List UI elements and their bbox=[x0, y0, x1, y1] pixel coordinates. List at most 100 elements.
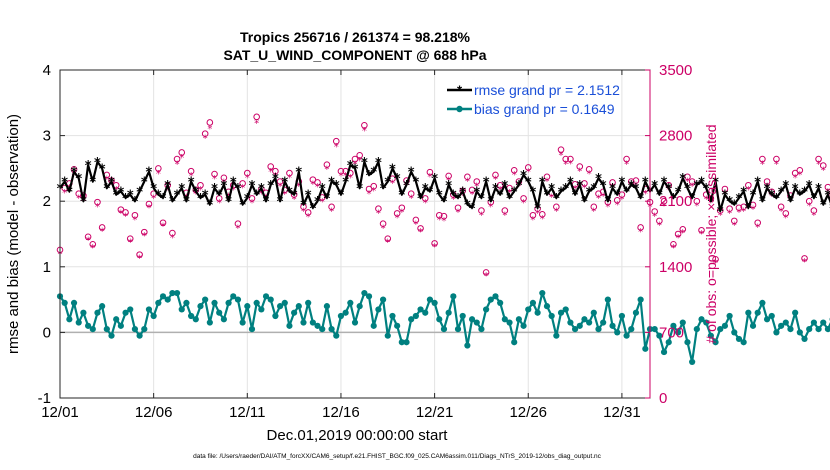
obs-assimilated-point: * bbox=[287, 173, 292, 184]
bias-point bbox=[206, 319, 213, 326]
obs-assimilated-point: * bbox=[760, 160, 765, 171]
y2-tick-label: 3500 bbox=[659, 62, 692, 79]
obs-assimilated-point: * bbox=[310, 179, 315, 190]
bias-point bbox=[768, 312, 775, 320]
rmse-point: * bbox=[174, 189, 181, 204]
obs-assimilated-point: * bbox=[591, 207, 596, 218]
rmse-point: * bbox=[740, 185, 747, 200]
obs-possible-point bbox=[407, 190, 415, 198]
legend-rmse-marker: * bbox=[457, 83, 463, 98]
bias-point bbox=[792, 309, 799, 316]
bias-point bbox=[618, 312, 626, 320]
footnote: data file: /Users/raeder/DAI/ATM_forcXX/… bbox=[193, 453, 602, 460]
obs-possible-point bbox=[248, 195, 256, 202]
obs-assimilated-point: * bbox=[713, 258, 718, 269]
obs-possible-point bbox=[173, 155, 181, 163]
bias-point bbox=[319, 326, 326, 333]
obs-assimilated-point: * bbox=[741, 207, 746, 218]
obs-possible-point bbox=[454, 204, 462, 212]
bias-point bbox=[801, 335, 808, 343]
obs-assimilated-point: * bbox=[409, 193, 414, 204]
rmse-point: * bbox=[94, 156, 101, 171]
obs-possible-point bbox=[117, 206, 125, 213]
bias-point bbox=[525, 306, 532, 313]
bias-point bbox=[576, 322, 583, 329]
bias-point bbox=[347, 299, 354, 306]
bias-point bbox=[473, 319, 480, 326]
obs-assimilated-point: * bbox=[624, 160, 629, 171]
obs-assimilated-point: * bbox=[680, 228, 685, 239]
obs-assimilated-point: * bbox=[573, 184, 578, 195]
rmse-point: * bbox=[338, 189, 345, 204]
obs-assimilated-point: * bbox=[774, 160, 779, 171]
obs-assimilated-point: * bbox=[811, 210, 816, 221]
bias-point bbox=[197, 303, 204, 310]
obs-assimilated-point: * bbox=[474, 181, 479, 192]
rmse-point: * bbox=[389, 162, 396, 177]
bias-point bbox=[731, 329, 738, 336]
rmse-point: * bbox=[464, 198, 471, 213]
obs-assimilated-point: * bbox=[362, 126, 367, 137]
bias-point bbox=[356, 303, 363, 310]
obs-assimilated-point: * bbox=[437, 215, 442, 226]
obs-assimilated-point: * bbox=[516, 181, 521, 192]
obs-possible-point bbox=[576, 163, 584, 170]
bias-point bbox=[169, 289, 176, 297]
obs-assimilated-point: * bbox=[324, 164, 329, 175]
rmse-point: * bbox=[291, 189, 298, 204]
obs-assimilated-point: * bbox=[151, 193, 156, 204]
obs-assimilated-point: * bbox=[816, 160, 821, 171]
obs-assimilated-point: * bbox=[329, 207, 334, 218]
obs-possible-point bbox=[272, 167, 279, 175]
rmse-point: * bbox=[778, 185, 785, 200]
bias-point bbox=[70, 299, 78, 306]
rmse-point: * bbox=[656, 189, 663, 204]
bias-point bbox=[543, 303, 551, 310]
obs-assimilated-point: * bbox=[390, 178, 395, 189]
obs-possible-point bbox=[440, 212, 448, 220]
bias-point bbox=[440, 326, 448, 333]
obs-assimilated-point: * bbox=[348, 173, 353, 184]
rmse-point: * bbox=[352, 162, 359, 177]
bias-point bbox=[286, 322, 293, 329]
rmse-point: * bbox=[403, 179, 410, 194]
obs-assimilated-point: * bbox=[755, 223, 760, 234]
bias-point bbox=[314, 322, 321, 329]
rmse-point: * bbox=[586, 185, 593, 200]
bias-series bbox=[56, 289, 830, 366]
rmse-point: * bbox=[127, 189, 134, 204]
obs-assimilated-point: * bbox=[357, 156, 362, 167]
rmse-point: * bbox=[328, 176, 335, 191]
obs-possible-point bbox=[651, 208, 658, 215]
bias-point bbox=[155, 299, 162, 306]
rmse-point: * bbox=[295, 166, 302, 181]
obs-possible-point bbox=[782, 210, 790, 217]
rmse-point: * bbox=[178, 182, 185, 197]
obs-assimilated-point: * bbox=[413, 220, 418, 231]
obs-possible-point bbox=[211, 170, 218, 178]
bias-point bbox=[595, 326, 602, 333]
rmse-point: * bbox=[366, 169, 373, 184]
obs-possible-point bbox=[314, 179, 321, 186]
rmse-point: * bbox=[651, 179, 658, 194]
rmse-point: * bbox=[141, 176, 148, 191]
obs-assimilated-point: * bbox=[779, 207, 784, 218]
rmse-point: * bbox=[492, 182, 499, 197]
obs-assimilated-point: * bbox=[395, 213, 400, 224]
obs-possible-point bbox=[464, 173, 471, 181]
obs-assimilated-point: * bbox=[488, 202, 493, 213]
obs-assimilated-point: * bbox=[385, 237, 390, 248]
obs-possible-point bbox=[332, 137, 340, 145]
obs-assimilated-point: * bbox=[137, 253, 142, 264]
bias-point bbox=[178, 306, 185, 313]
obs-assimilated-point: * bbox=[423, 198, 428, 209]
bias-point bbox=[689, 358, 696, 366]
y-tick-label: 2 bbox=[43, 193, 51, 210]
obs-assimilated-point: * bbox=[521, 198, 526, 209]
obs-assimilated-point: * bbox=[807, 201, 812, 212]
rmse-point: * bbox=[600, 179, 607, 194]
rmse-point: * bbox=[356, 182, 363, 197]
bias-point bbox=[796, 329, 803, 336]
rmse-point: * bbox=[277, 195, 284, 210]
obs-assimilated-point: * bbox=[189, 171, 194, 182]
